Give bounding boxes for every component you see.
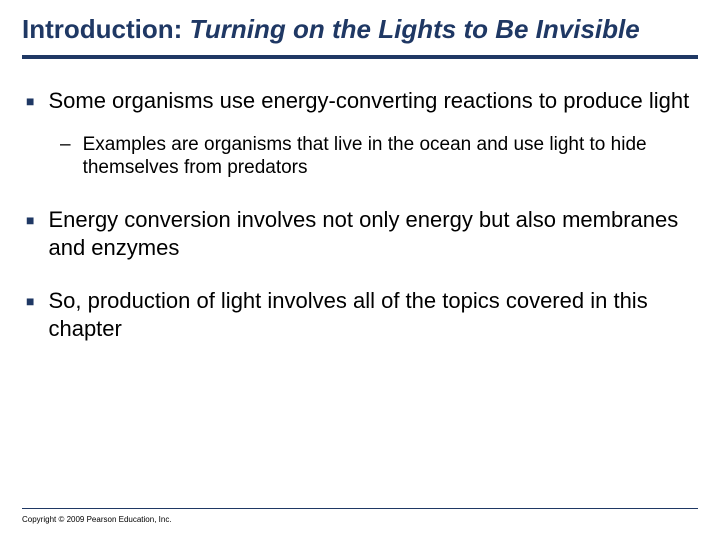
square-bullet-icon: ■ bbox=[26, 212, 34, 261]
title-underline bbox=[22, 55, 698, 59]
bullet-level1: ■ So, production of light involves all o… bbox=[26, 287, 698, 342]
square-bullet-icon: ■ bbox=[26, 93, 34, 115]
title-suffix: Turning on the Lights to Be Invisible bbox=[190, 14, 640, 44]
bullet-level2: – Examples are organisms that live in th… bbox=[60, 133, 698, 181]
bullet-level1: ■ Energy conversion involves not only en… bbox=[26, 206, 698, 261]
bullet-text: Examples are organisms that live in the … bbox=[83, 133, 698, 181]
footer-rule bbox=[22, 508, 698, 509]
slide-content: ■ Some organisms use energy-converting r… bbox=[22, 87, 698, 342]
title-prefix: Introduction: bbox=[22, 14, 190, 44]
slide-footer: Copyright © 2009 Pearson Education, Inc. bbox=[22, 508, 698, 524]
slide: Introduction: Turning on the Lights to B… bbox=[0, 0, 720, 540]
bullet-text: So, production of light involves all of … bbox=[48, 287, 698, 342]
dash-bullet-icon: – bbox=[60, 133, 71, 181]
slide-title: Introduction: Turning on the Lights to B… bbox=[22, 14, 698, 45]
bullet-text: Energy conversion involves not only ener… bbox=[48, 206, 698, 261]
bullet-text: Some organisms use energy-converting rea… bbox=[48, 87, 698, 115]
copyright-text: Copyright © 2009 Pearson Education, Inc. bbox=[22, 515, 698, 524]
square-bullet-icon: ■ bbox=[26, 293, 34, 342]
bullet-level1: ■ Some organisms use energy-converting r… bbox=[26, 87, 698, 115]
